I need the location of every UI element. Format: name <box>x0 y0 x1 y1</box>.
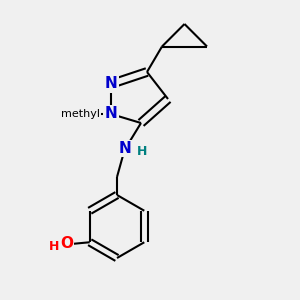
Text: N: N <box>105 76 117 92</box>
Text: N: N <box>105 106 117 122</box>
Text: N: N <box>118 141 131 156</box>
Text: methyl: methyl <box>61 109 100 119</box>
Text: H: H <box>48 240 59 253</box>
Text: H: H <box>136 145 147 158</box>
Text: O: O <box>60 236 73 251</box>
